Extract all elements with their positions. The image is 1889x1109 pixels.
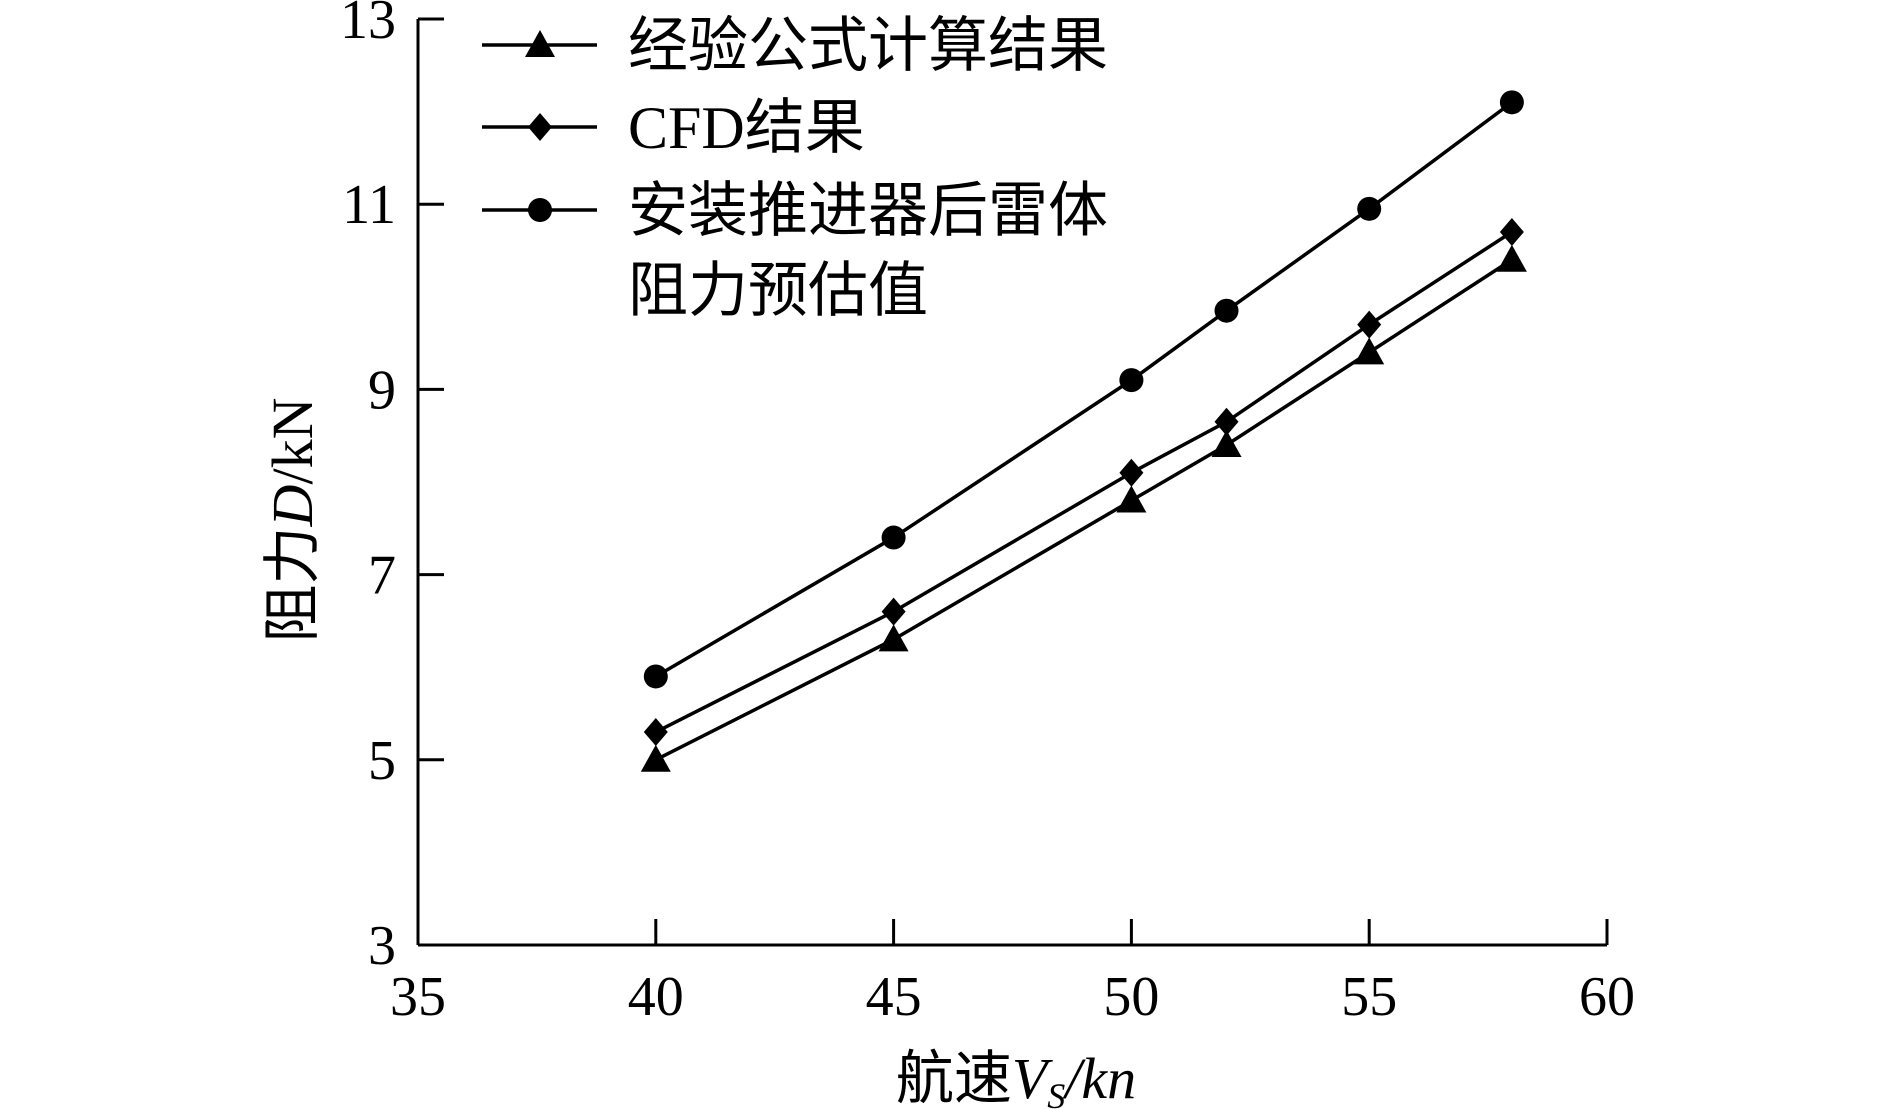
point-triangle-58 — [1496, 244, 1527, 272]
legend-marker-diamond — [528, 113, 552, 141]
point-triangle-45 — [878, 624, 909, 652]
point-triangle-40 — [640, 744, 671, 772]
y-tick-label-7: 7 — [368, 545, 396, 607]
point-diamond-50 — [1119, 458, 1144, 487]
y-tick-label-13: 13 — [340, 0, 396, 51]
y-tick-label-5: 5 — [368, 730, 396, 792]
point-triangle-55 — [1354, 337, 1385, 365]
x-tick-label-60: 60 — [1579, 966, 1635, 1028]
x-tick-label-35: 35 — [390, 966, 446, 1028]
x-tick-label-45: 45 — [866, 966, 922, 1028]
x-tick-label-40: 40 — [628, 966, 684, 1028]
series-line-triangle — [655, 258, 1513, 762]
point-triangle-52 — [1211, 429, 1242, 457]
point-circle-52 — [1214, 298, 1239, 323]
series-triangle — [640, 244, 1527, 772]
y-axis-title-prefix: 阻力 — [260, 526, 325, 642]
y-axis-title-var: D — [260, 484, 325, 527]
x-axis-title-prefix: 航速 — [896, 1046, 1012, 1109]
point-triangle-50 — [1116, 485, 1147, 513]
y-axis-title: 阻力D/kN — [260, 398, 325, 643]
series-line-diamond — [655, 230, 1513, 734]
series-diamond — [643, 217, 1524, 747]
x-tick-label-50: 50 — [1103, 966, 1159, 1028]
x-axis-title-sub: S — [1047, 1076, 1065, 1109]
legend-marker-triangle — [525, 30, 555, 57]
y-tick-label-3: 3 — [368, 915, 396, 977]
series-line-circle — [654, 100, 1513, 678]
x-axis-title: 航速VS/kn — [896, 1046, 1136, 1109]
y-tick-label-9: 9 — [368, 359, 396, 421]
axes — [416, 19, 1607, 947]
point-circle-55 — [1357, 196, 1382, 221]
point-diamond-52 — [1214, 407, 1239, 436]
point-circle-50 — [1119, 368, 1144, 393]
y-axis-title-suffix: /kN — [260, 398, 325, 485]
x-axis-title-suffix: /kn — [1062, 1046, 1136, 1109]
point-diamond-45 — [881, 597, 906, 626]
point-circle-58 — [1499, 90, 1524, 115]
legend-label-diamond: CFD结果 — [628, 95, 865, 161]
x-tick-label-55: 55 — [1341, 966, 1397, 1028]
y-tick-label-11: 11 — [342, 174, 396, 236]
legend-marker-circle — [528, 198, 552, 222]
point-circle-40 — [643, 664, 668, 689]
legend-label-circle-0: 安装推进器后雷体 — [628, 178, 1108, 244]
legend-label-triangle: 经验公式计算结果 — [628, 13, 1108, 79]
point-circle-45 — [881, 525, 906, 550]
series-layer — [640, 90, 1527, 772]
legend-label-circle-1: 阻力预估值 — [628, 258, 928, 324]
point-diamond-55 — [1357, 310, 1382, 339]
point-diamond-58 — [1499, 217, 1524, 246]
x-axis-title-var: V — [1012, 1046, 1054, 1109]
series-circle — [643, 90, 1524, 689]
point-diamond-40 — [643, 718, 668, 747]
